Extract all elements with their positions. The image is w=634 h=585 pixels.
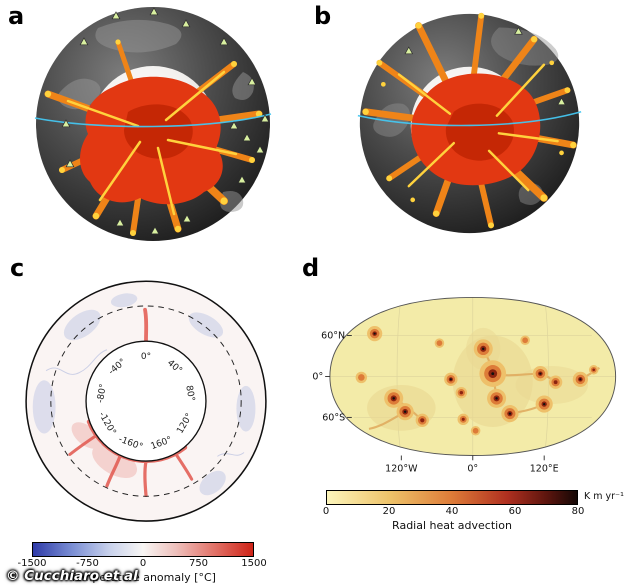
panel-b: b (310, 0, 634, 250)
hotspot-triangles (404, 26, 566, 106)
equator-line (357, 110, 582, 127)
advection-colorbar-title: Radial heat advection (392, 519, 512, 532)
lon-label-120w: 120°W (385, 464, 418, 475)
panel-c-label: c (10, 254, 25, 282)
panel-d-label: d (302, 254, 320, 282)
angle-label-neg80: -80° (96, 383, 109, 404)
tick-label: 60 (508, 506, 522, 517)
angle-label-0: 0° (141, 352, 151, 362)
map-content (329, 297, 616, 456)
tick-label: 40 (445, 506, 459, 517)
temperature-colorbar-gradient (32, 542, 254, 557)
mid-depth-dashed-circle (50, 305, 242, 497)
advection-colorbar-gradient (326, 490, 578, 505)
cold-anomaly-patches (32, 293, 256, 496)
globe-b (357, 12, 582, 234)
cold-contour-lines (45, 349, 245, 457)
plume-hot-core (124, 104, 193, 159)
globe-a (34, 7, 272, 241)
hotspot-triangles (61, 7, 270, 235)
axis-ticks (325, 335, 545, 461)
map-outline (329, 296, 617, 457)
lat-label-60s: 60°S (322, 412, 345, 423)
plume-yellow-tips (44, 39, 263, 236)
credit-watermark: © Cucchiaro et al (6, 568, 138, 584)
tick-label: 0 (322, 506, 330, 517)
temperature-anomaly-annulus: 0° 40° 80° 120° 160° -160° -120° -80° -4… (25, 280, 267, 522)
panel-c: c (0, 250, 300, 585)
plume-yellow-tips (362, 12, 577, 229)
tick-label: 0 (139, 558, 147, 569)
equator-line (34, 113, 272, 128)
tick-label: -1500 (17, 558, 47, 569)
hotspot-peaks (355, 326, 599, 436)
advection-colorbar: K m yr⁻¹ 0 20 40 60 80 Radial heat advec… (322, 490, 624, 532)
tick-label: 80 (571, 506, 585, 517)
lon-label-120e: 120°E (530, 464, 559, 475)
panel-d: d (300, 250, 634, 585)
tick-label: 20 (382, 506, 396, 517)
panel-a: a (0, 0, 310, 250)
temperature-colorbar-title: Temperature anomaly [°C] (70, 571, 216, 584)
tick-label: 1500 (241, 558, 267, 569)
panel-b-label: b (314, 2, 332, 30)
angle-label-80: 80° (183, 385, 196, 403)
plume-hot-core (445, 103, 514, 161)
temperature-colorbar-ticks: -1500 -750 0 750 1500 (17, 557, 266, 570)
radial-heat-advection-map: 60°N 0° 60°S 120°W 0° 120°E (312, 296, 617, 475)
annulus-inner-boundary (85, 340, 207, 462)
plume-yellow-conduits (397, 63, 559, 192)
panel-a-label: a (8, 2, 25, 30)
lat-label-60n: 60°N (321, 330, 345, 341)
plume-yellow-conduits (66, 70, 238, 216)
advection-colorbar-unit: K m yr⁻¹ (584, 491, 624, 502)
lat-label-0: 0° (312, 371, 323, 382)
advection-colorbar-ticks: 0 20 40 60 80 (322, 505, 585, 518)
lon-label-0: 0° (467, 464, 478, 475)
map-axis-labels: 60°N 0° 60°S 120°W 0° 120°E (312, 330, 558, 474)
tick-label: 750 (188, 558, 209, 569)
tick-label: -750 (76, 558, 99, 569)
temperature-colorbar: -1500 -750 0 750 1500 Temperature anomal… (17, 542, 267, 584)
